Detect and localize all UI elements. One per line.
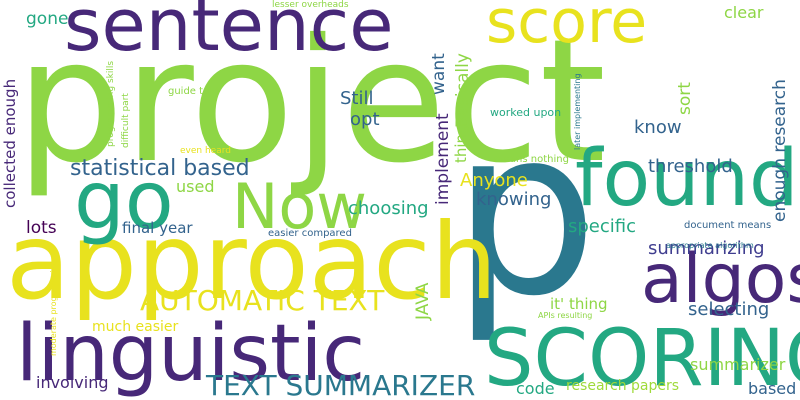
word-lesser-overheads: lesser overheads: [272, 0, 349, 10]
word-know: know: [634, 117, 682, 138]
word-thing: thing: [452, 124, 470, 163]
word-gone: gone: [26, 9, 68, 29]
word-much-easier: much easier: [92, 319, 179, 335]
word-worked-upon: worked upon: [490, 106, 561, 119]
word-score: score: [486, 0, 647, 57]
word-knowing: knowing: [476, 189, 551, 210]
word-research-papers: research papers: [566, 378, 679, 394]
word-java: JAVA: [413, 282, 433, 321]
word-basically: Basically: [453, 53, 473, 128]
word-specific: specific: [568, 216, 636, 237]
word-difficult-part: difficult part: [121, 93, 131, 148]
word-document-means: document means: [684, 220, 771, 231]
word-still: Still: [340, 88, 374, 109]
word-programming-skills: programming skills: [106, 61, 116, 147]
word-code: code: [516, 379, 555, 398]
word-threshold: threshold: [648, 156, 733, 177]
word-even-heard: even heard: [180, 146, 231, 156]
word-later-implementing: later implementing: [573, 73, 582, 150]
word-anyone: Anyone: [460, 170, 528, 191]
word-lots: lots: [26, 218, 57, 238]
word-means-nothing: means nothing: [494, 154, 569, 165]
word-guide-told: guide told: [168, 86, 218, 97]
word-text-summarizer: TEXT SUMMARIZER: [205, 369, 475, 400]
word-collected-enough: collected enough: [1, 79, 19, 208]
word-used: used: [176, 177, 214, 196]
word-moderate-programming: moderate programming: [49, 260, 58, 356]
word-appropriate-algorithm: appropriate algorithm: [666, 241, 754, 250]
word-sort: sort: [675, 82, 695, 115]
word-easier-compared: easier compared: [268, 228, 352, 239]
word-implement: implement: [433, 113, 453, 205]
word-found: found: [575, 134, 799, 224]
word-sentence: sentence: [64, 0, 393, 67]
word-final-year: final year: [122, 219, 193, 237]
word-summarizer: summarizer: [690, 355, 786, 374]
word-opt: opt: [350, 109, 380, 130]
word-selecting: selecting: [688, 299, 769, 320]
word-enough-research: enough research: [770, 79, 790, 222]
word-automatic-text: AUTOMATIC TEXT: [140, 284, 385, 317]
word-based: based: [748, 379, 796, 398]
word-statistical-based: statistical based: [70, 156, 250, 181]
word-involving: involving: [36, 373, 109, 392]
word-apis-resulting: APIs resulting: [538, 311, 592, 320]
word-want: want: [429, 53, 449, 95]
word-choosing: choosing: [348, 198, 429, 219]
word-clear: clear: [724, 3, 764, 22]
